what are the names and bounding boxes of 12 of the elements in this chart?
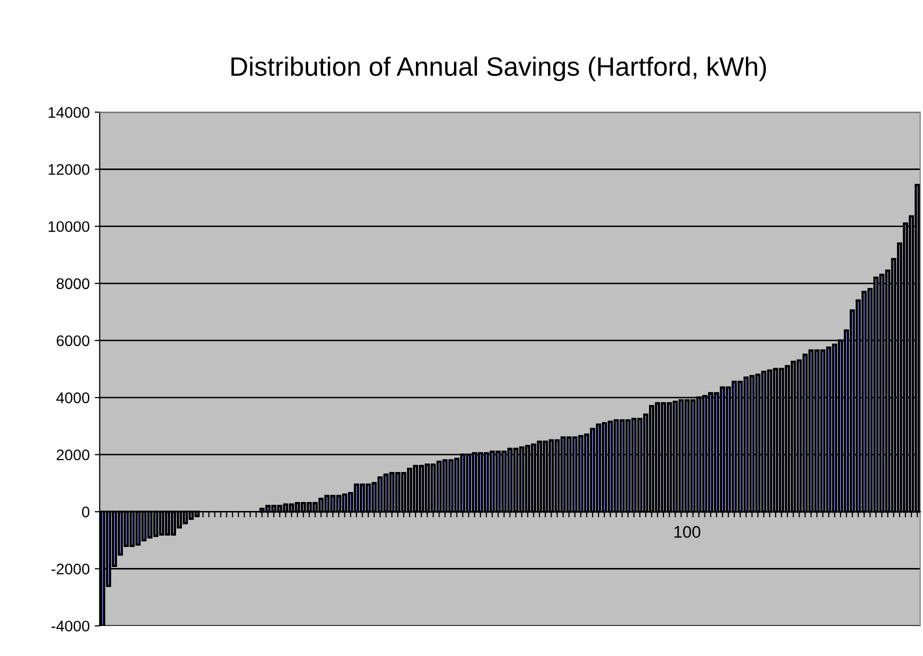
y-tick-label: 4000 bbox=[56, 392, 90, 404]
y-tick-label: 0 bbox=[82, 506, 90, 518]
y-tick-label: 2000 bbox=[56, 449, 90, 460]
y-tick-label: 6000 bbox=[56, 335, 90, 346]
x-tick-label: 100 bbox=[674, 526, 700, 538]
y-tick-label: 14000 bbox=[48, 107, 90, 118]
y-tick-label: -2000 bbox=[52, 564, 90, 574]
y-tick-label: -4000 bbox=[52, 620, 90, 632]
y-tick-label: 8000 bbox=[56, 278, 90, 290]
y-tick-label: 12000 bbox=[48, 164, 90, 175]
y-tick-label: 10000 bbox=[48, 221, 90, 232]
chart-title: Distribution of Annual Savings (Hartford, kWh) bbox=[231, 56, 766, 82]
